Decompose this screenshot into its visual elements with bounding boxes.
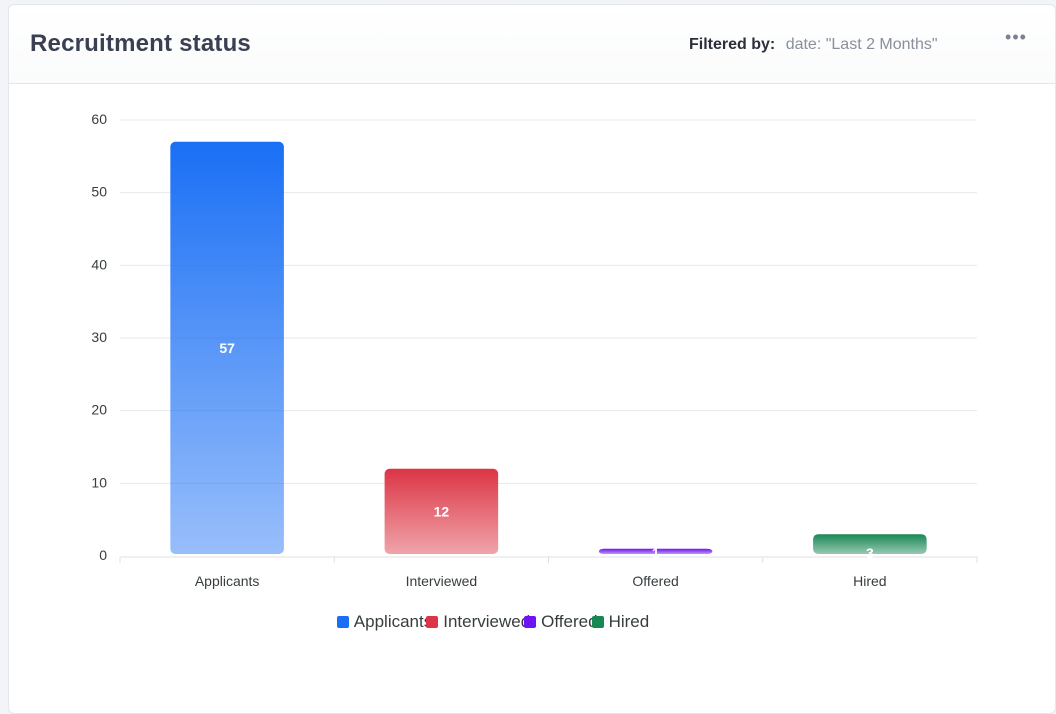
card-title: Recruitment status — [30, 30, 251, 57]
legend-item-hired[interactable]: Hired — [591, 612, 650, 632]
y-tick-label: 50 — [91, 184, 107, 200]
legend-label: Hired — [608, 612, 650, 631]
data-label: 1 — [652, 545, 660, 561]
y-tick-label: 20 — [91, 402, 107, 418]
legend-swatch — [426, 616, 439, 628]
x-tick-label: Interviewed — [406, 573, 478, 589]
data-label: 3 — [866, 545, 874, 561]
more-horizontal-icon: ••• — [1005, 27, 1027, 47]
x-tick-label: Offered — [632, 573, 678, 589]
legend-label: Interviewed — [443, 612, 531, 631]
legend-item-interviewed[interactable]: Interviewed — [426, 612, 530, 632]
x-tick-label: Applicants — [195, 573, 260, 589]
more-options-button[interactable]: ••• — [999, 27, 1033, 53]
chart-legend: Applicants Interviewed Offered Hired — [0, 612, 1056, 632]
legend-item-offered[interactable]: Offered — [524, 612, 598, 632]
y-tick-label: 10 — [91, 474, 107, 490]
y-tick-label: 60 — [91, 111, 107, 127]
legend-swatch — [336, 616, 349, 628]
legend-label: Applicants — [353, 612, 433, 631]
y-tick-label: 30 — [91, 329, 107, 345]
legend-label: Offered — [541, 612, 598, 631]
filter-value: date: "Last 2 Months" — [785, 36, 938, 53]
data-label: 57 — [219, 340, 235, 356]
data-label: 12 — [434, 503, 450, 519]
card-header: Recruitment status Filtered by: date: "L… — [9, 5, 1055, 84]
bar-interviewed — [384, 468, 499, 554]
bar-offered — [598, 548, 713, 554]
legend-swatch — [524, 616, 537, 628]
legend-swatch — [591, 616, 604, 628]
filter-label: Filtered by: — [689, 36, 776, 53]
x-tick-label: Hired — [853, 573, 886, 589]
y-tick-label: 40 — [91, 256, 107, 272]
y-tick-label: 0 — [99, 547, 107, 563]
filter-indicator: Filtered by: date: "Last 2 Months" — [689, 36, 938, 54]
bar-hired — [813, 534, 927, 554]
legend-item-applicants[interactable]: Applicants — [336, 612, 433, 632]
bar-applicants — [170, 141, 284, 555]
